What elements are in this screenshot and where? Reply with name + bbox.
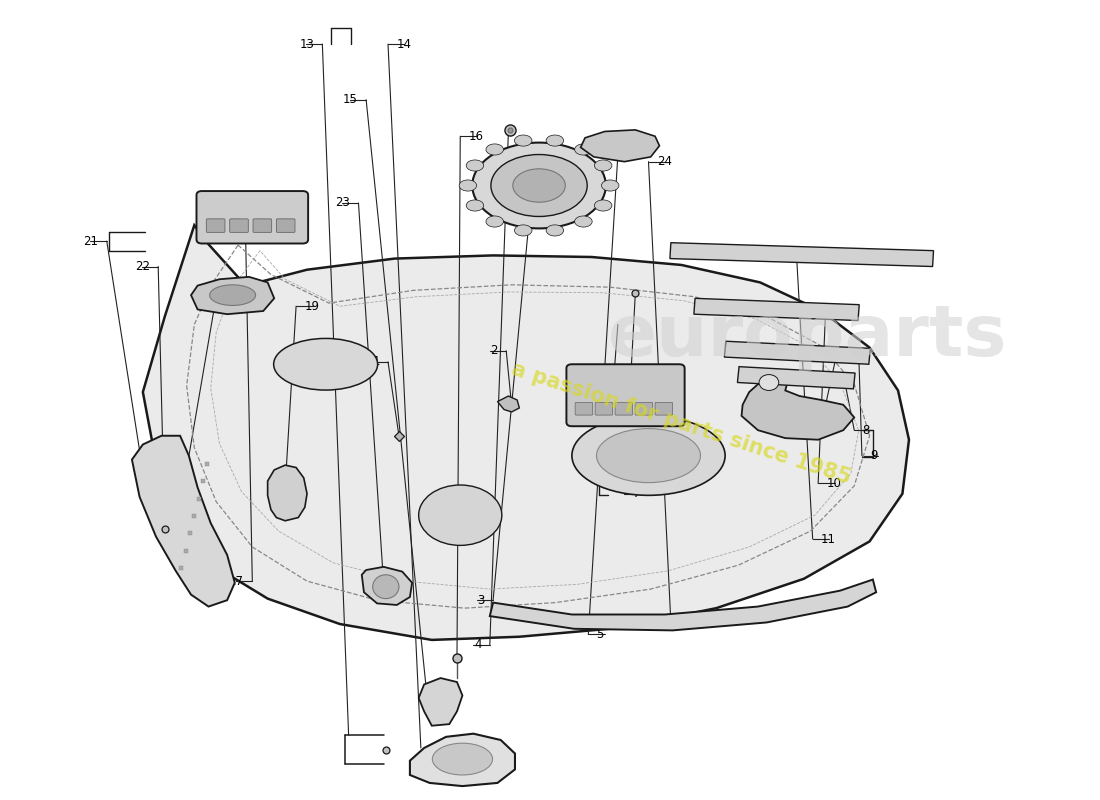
Ellipse shape	[515, 135, 532, 146]
Ellipse shape	[759, 374, 779, 390]
Ellipse shape	[546, 135, 563, 146]
Text: 6: 6	[591, 461, 598, 474]
Text: 9: 9	[870, 449, 878, 462]
Text: 16: 16	[469, 130, 484, 142]
Polygon shape	[191, 277, 274, 314]
Ellipse shape	[515, 225, 532, 236]
Polygon shape	[143, 226, 909, 640]
Polygon shape	[362, 567, 412, 605]
Ellipse shape	[574, 216, 592, 227]
FancyBboxPatch shape	[197, 191, 308, 243]
FancyBboxPatch shape	[566, 364, 684, 426]
Ellipse shape	[602, 180, 619, 191]
Polygon shape	[670, 242, 934, 266]
FancyBboxPatch shape	[595, 402, 613, 415]
Text: 15: 15	[343, 93, 358, 106]
Ellipse shape	[486, 144, 504, 155]
Text: 10: 10	[826, 477, 842, 490]
Text: 3: 3	[477, 594, 485, 606]
Text: 4: 4	[474, 638, 482, 651]
Circle shape	[419, 485, 502, 546]
Polygon shape	[490, 579, 876, 630]
Text: 21: 21	[84, 234, 99, 248]
Polygon shape	[581, 130, 659, 162]
Polygon shape	[410, 734, 515, 786]
Polygon shape	[737, 366, 855, 389]
Polygon shape	[725, 342, 870, 364]
Polygon shape	[694, 298, 859, 321]
Polygon shape	[132, 436, 234, 606]
Text: 23: 23	[336, 197, 350, 210]
Text: 24: 24	[657, 155, 672, 168]
Text: 1: 1	[372, 355, 379, 368]
FancyBboxPatch shape	[207, 219, 224, 232]
FancyBboxPatch shape	[253, 219, 272, 232]
Text: 8: 8	[862, 424, 870, 437]
FancyBboxPatch shape	[276, 219, 295, 232]
Ellipse shape	[373, 574, 399, 598]
Ellipse shape	[513, 169, 565, 202]
Ellipse shape	[596, 429, 701, 482]
Ellipse shape	[466, 200, 484, 211]
FancyBboxPatch shape	[575, 402, 593, 415]
Ellipse shape	[459, 180, 476, 191]
FancyBboxPatch shape	[635, 402, 652, 415]
Text: 11: 11	[821, 533, 836, 546]
Text: 12: 12	[845, 347, 860, 361]
Text: a passion for parts since 1985: a passion for parts since 1985	[509, 359, 854, 488]
Text: 2: 2	[491, 344, 498, 358]
Polygon shape	[741, 373, 855, 440]
Ellipse shape	[594, 200, 612, 211]
FancyBboxPatch shape	[230, 219, 249, 232]
Text: 20: 20	[157, 501, 172, 514]
Ellipse shape	[210, 285, 255, 306]
Ellipse shape	[274, 338, 377, 390]
Ellipse shape	[594, 160, 612, 171]
Text: 5: 5	[596, 628, 604, 641]
Polygon shape	[267, 465, 307, 521]
Polygon shape	[497, 396, 519, 412]
FancyBboxPatch shape	[656, 402, 672, 415]
Ellipse shape	[466, 160, 484, 171]
Ellipse shape	[574, 144, 592, 155]
Ellipse shape	[572, 416, 725, 495]
FancyBboxPatch shape	[615, 402, 632, 415]
Ellipse shape	[472, 142, 606, 229]
Ellipse shape	[432, 743, 493, 775]
Ellipse shape	[486, 216, 504, 227]
Text: 19: 19	[305, 300, 319, 313]
Text: 17: 17	[229, 574, 244, 588]
Text: 13: 13	[299, 38, 315, 50]
Text: europarts: europarts	[607, 302, 1006, 371]
Text: 14: 14	[396, 38, 411, 50]
Ellipse shape	[546, 225, 563, 236]
Text: 18: 18	[662, 386, 678, 398]
Text: 7: 7	[632, 487, 640, 500]
Ellipse shape	[491, 154, 587, 217]
Text: 22: 22	[135, 260, 150, 273]
Polygon shape	[419, 678, 462, 726]
